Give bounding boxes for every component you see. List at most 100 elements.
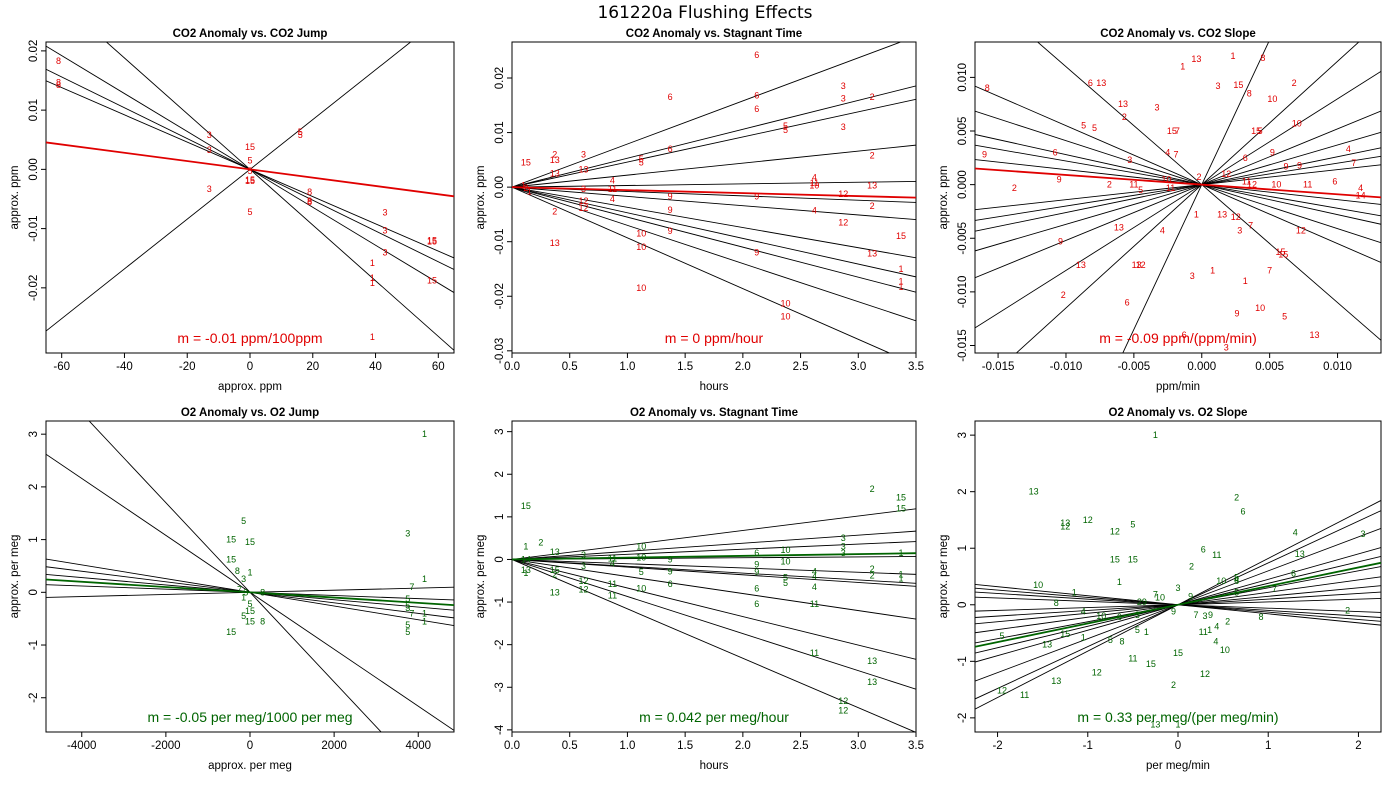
data-point: 1 <box>1175 720 1180 730</box>
data-point: 1 <box>898 277 903 287</box>
x-tick-label: 0 <box>1175 740 1181 752</box>
data-point: 9 <box>754 191 759 201</box>
y-tick-label: -0.01 <box>28 215 40 241</box>
data-point: 11 <box>608 579 617 589</box>
x-tick-label: 2.0 <box>735 740 751 752</box>
fit-line <box>512 559 916 690</box>
data-point: 15 <box>245 606 255 616</box>
data-point: 9 <box>668 554 673 564</box>
data-point: 4 <box>1346 144 1351 154</box>
data-point: 3 <box>581 561 586 571</box>
data-point: 11 <box>608 184 617 194</box>
panel-grid: CO2 Anomaly vs. CO2 Jump-60 -40 -20 0 20 40 60… <box>9 28 1382 772</box>
data-point: 13 <box>867 249 877 259</box>
y-tick-label: -0.010 <box>957 276 969 309</box>
data-point: 14 <box>521 554 531 564</box>
data-point: 2 <box>1171 680 1176 690</box>
data-point: 5 <box>639 158 644 168</box>
data-point: 1 <box>422 429 427 439</box>
data-point: 2 <box>870 564 875 574</box>
data-point: 11 <box>1242 176 1251 186</box>
data-point: 9 <box>1057 174 1062 184</box>
data-point: 3 <box>243 587 248 597</box>
fit-line <box>512 98 916 188</box>
data-point: 7 <box>237 585 242 595</box>
data-point: 4 <box>812 582 817 592</box>
chart-panel-1: CO2 Anomaly vs. CO2 Jump -60 -40 -20 0 20 40 60… <box>9 28 455 393</box>
chart-panel-4: O2 Anomaly vs. O2 Jump -4000 -2000 0 2000 400… <box>9 407 455 772</box>
data-point: 13 <box>1051 676 1061 686</box>
fit-line <box>512 144 916 188</box>
data-point: 7 <box>1272 584 1277 594</box>
x-tick-label: -40 <box>116 361 133 373</box>
fit-line <box>512 559 916 584</box>
fit-lines <box>512 42 916 353</box>
fit-line <box>1122 42 1270 353</box>
data-point: 10 <box>1271 180 1281 190</box>
data-point: 3 <box>382 247 387 257</box>
data-point: 7 <box>409 582 414 592</box>
data-point: 11 <box>608 591 617 601</box>
x-tick-label: 1 <box>1265 740 1271 752</box>
data-point: 5 <box>247 599 252 609</box>
data-point: 6 <box>754 50 759 60</box>
data-point: 3 <box>1190 271 1195 281</box>
data-point: 10 <box>636 552 646 562</box>
plot-frame <box>45 41 455 354</box>
data-point: 15 <box>896 493 906 503</box>
y-tick-label: 0 <box>28 589 40 595</box>
data-point: 10 <box>781 557 791 567</box>
x-tick-label: 0.5 <box>562 740 578 752</box>
data-point: 3 <box>241 574 246 584</box>
data-point: 9 <box>754 567 759 577</box>
data-point: 15 <box>245 142 255 152</box>
data-point: 8 <box>260 587 265 597</box>
slope-label: m = -0.01 ppm/100ppm <box>177 330 322 346</box>
data-point: 15 <box>427 235 437 245</box>
data-point: 2 <box>1122 112 1127 122</box>
data-point: 6 <box>1182 330 1187 340</box>
data-point: 8 <box>1260 53 1265 63</box>
data-point: 2 <box>1345 605 1350 615</box>
data-point: 13 <box>521 565 531 575</box>
data-point: 9 <box>1235 308 1240 318</box>
y-tick-label: 0.01 <box>28 99 40 121</box>
data-point: 4 <box>610 194 615 204</box>
chart-panel-5: O2 Anomaly vs. Stagnant Time 0.0 0.5 1.0 1.5… <box>475 407 924 772</box>
y-tick-label: 0.000 <box>957 170 969 199</box>
y-tick-label: -0.005 <box>957 222 969 255</box>
data-point: 7 <box>1173 150 1178 160</box>
x-tick-label: 3.5 <box>908 740 924 752</box>
data-point: 6 <box>754 90 759 100</box>
data-point: 11 <box>1020 690 1029 700</box>
data-point: 7 <box>1218 386 1223 396</box>
data-point: 9 <box>1297 160 1302 170</box>
data-point: 2 <box>1061 290 1066 300</box>
data-point: 5 <box>1000 631 1005 641</box>
data-point: 7 <box>1153 590 1158 600</box>
fit-line <box>512 186 916 259</box>
data-point: 5 <box>247 166 252 176</box>
data-point: 5 <box>1130 519 1135 529</box>
data-point: 6 <box>1240 506 1245 516</box>
data-point: 15 <box>550 565 560 575</box>
plot-frame <box>974 41 1382 354</box>
data-point: 8 <box>1232 362 1237 372</box>
data-point: 15 <box>1251 126 1261 136</box>
data-point: 13 <box>1217 210 1227 220</box>
data-point: 10 <box>809 180 819 190</box>
data-point: 3 <box>841 542 846 552</box>
data-point: 1 <box>1243 276 1248 286</box>
x-tick-label: 60 <box>432 361 445 373</box>
data-point: 10 <box>636 542 646 552</box>
fit-lines <box>46 42 454 351</box>
fit-line <box>512 85 916 188</box>
data-point: 6 <box>1088 78 1093 88</box>
data-point: 5 <box>1092 123 1097 133</box>
data-point: 10 <box>1255 303 1265 313</box>
data-point: 2 <box>870 150 875 160</box>
data-point: 7 <box>1351 158 1356 168</box>
data-point: 3 <box>1175 583 1180 593</box>
